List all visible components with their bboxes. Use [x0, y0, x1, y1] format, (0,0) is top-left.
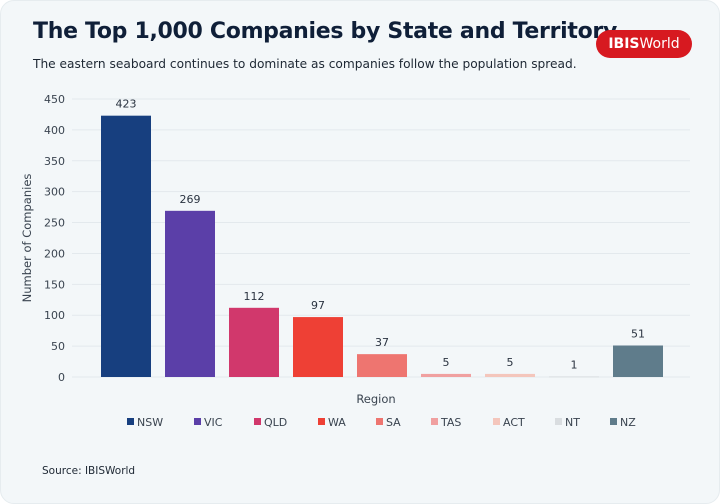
data-label-wa: 97 — [311, 299, 325, 312]
legend-swatch-vic — [194, 418, 201, 425]
data-label-nz: 51 — [631, 327, 645, 340]
legend-swatch-qld — [254, 418, 261, 425]
legend-swatch-nsw — [127, 418, 134, 425]
y-tick-label: 450 — [44, 93, 65, 106]
y-tick-label: 350 — [44, 155, 65, 168]
bar-tas — [421, 373, 471, 377]
chart-subtitle: The eastern seaboard continues to domina… — [33, 57, 577, 71]
data-label-tas: 5 — [443, 356, 450, 369]
data-label-vic: 269 — [180, 193, 201, 206]
data-label-qld: 112 — [244, 290, 265, 303]
bar-qld — [229, 307, 279, 377]
bar-sa — [357, 354, 407, 377]
data-label-nsw: 423 — [116, 98, 137, 111]
y-axis-label: Number of Companies — [20, 174, 34, 303]
bar-act — [485, 373, 535, 377]
legend-label-nz: NZ — [620, 416, 636, 429]
bar-nsw — [101, 115, 151, 378]
y-tick-label: 200 — [44, 247, 65, 260]
bar-wa — [293, 317, 343, 377]
y-tick-label: 250 — [44, 217, 65, 230]
y-tick-label: 50 — [51, 340, 65, 353]
legend-swatch-tas — [431, 418, 438, 425]
source-note: Source: IBISWorld — [42, 465, 136, 477]
bar-vic — [165, 210, 215, 377]
y-tick-label: 0 — [58, 371, 65, 384]
y-tick-label: 150 — [44, 278, 65, 291]
legend-swatch-sa — [376, 418, 383, 425]
legend-swatch-nz — [610, 418, 617, 425]
x-axis-label: Region — [356, 392, 395, 406]
bar-nz — [613, 345, 663, 377]
legend-swatch-act — [493, 418, 500, 425]
legend-label-nsw: NSW — [137, 416, 163, 429]
y-tick-label: 300 — [44, 186, 65, 199]
y-tick-label: 400 — [44, 124, 65, 137]
legend-label-tas: TAS — [440, 416, 461, 429]
legend-label-nt: NT — [565, 416, 580, 429]
data-label-act: 5 — [507, 356, 514, 369]
ibisworld-logo: IBIS World — [596, 30, 692, 58]
legend-label-act: ACT — [503, 416, 525, 429]
data-label-sa: 37 — [375, 336, 389, 349]
legend-swatch-wa — [318, 418, 325, 425]
legend-label-vic: VIC — [204, 416, 223, 429]
legend-swatch-nt — [555, 418, 562, 425]
y-tick-label: 100 — [44, 309, 65, 322]
legend-label-wa: WA — [328, 416, 346, 429]
legend-label-qld: QLD — [264, 416, 287, 429]
chart-title: The Top 1,000 Companies by State and Ter… — [33, 19, 617, 44]
legend-label-sa: SA — [386, 416, 401, 429]
data-label-nt: 1 — [571, 358, 578, 371]
bar-nt — [549, 376, 599, 378]
